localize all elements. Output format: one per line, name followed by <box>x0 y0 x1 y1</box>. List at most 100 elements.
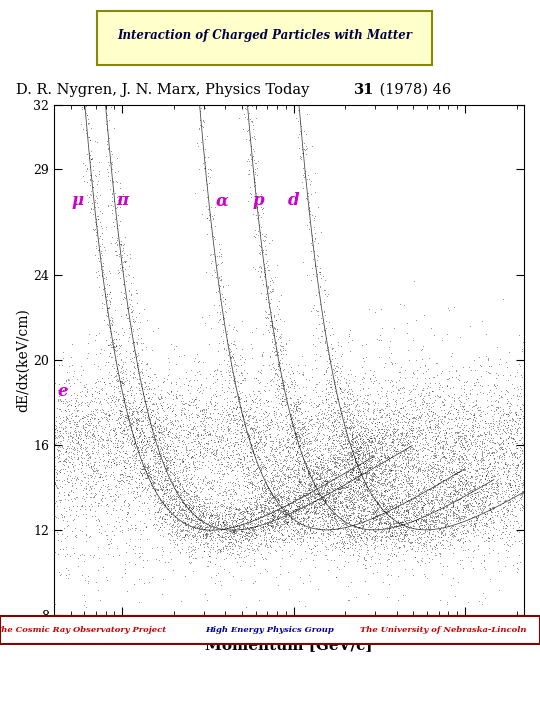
Point <box>236 504 245 516</box>
Point <box>354 57 363 68</box>
Point <box>314 498 322 509</box>
Point <box>404 488 413 500</box>
Point <box>331 498 340 509</box>
Point <box>301 502 309 513</box>
Point <box>512 557 521 569</box>
Point <box>146 473 155 485</box>
Point <box>324 508 333 520</box>
Point <box>373 527 381 539</box>
Point <box>234 548 242 559</box>
Point <box>347 531 355 542</box>
Point <box>370 530 379 541</box>
Point <box>371 424 380 436</box>
Point <box>348 429 356 441</box>
Point <box>343 522 352 534</box>
Point <box>71 57 80 68</box>
Point <box>292 500 300 511</box>
Point <box>292 98 300 109</box>
Point <box>312 412 321 423</box>
Point <box>368 468 376 480</box>
Point <box>452 57 461 68</box>
Point <box>380 57 389 68</box>
Point <box>315 427 324 438</box>
Point <box>302 505 311 517</box>
Point <box>403 57 411 68</box>
Point <box>516 57 525 68</box>
Point <box>471 57 480 68</box>
Point <box>449 498 457 510</box>
Point <box>287 410 296 421</box>
Point <box>454 57 462 68</box>
Point <box>487 472 496 483</box>
Point <box>393 508 402 519</box>
Point <box>431 421 440 433</box>
Point <box>109 495 118 506</box>
Point <box>78 104 87 115</box>
Point <box>298 57 306 68</box>
Point <box>167 498 176 510</box>
Point <box>249 166 258 177</box>
Point <box>303 420 312 432</box>
Point <box>289 396 298 408</box>
Point <box>168 505 177 517</box>
Point <box>138 438 147 449</box>
Point <box>450 475 459 487</box>
Point <box>156 466 164 477</box>
Point <box>151 448 160 459</box>
Point <box>111 175 120 186</box>
Point <box>103 356 112 368</box>
Point <box>238 57 247 68</box>
Point <box>336 57 345 68</box>
Point <box>106 404 115 415</box>
Point <box>287 513 295 524</box>
Point <box>59 432 68 444</box>
Point <box>453 426 462 438</box>
Point <box>410 397 419 408</box>
Point <box>126 252 134 264</box>
Point <box>228 438 237 449</box>
Point <box>409 509 418 521</box>
Point <box>146 415 154 426</box>
Point <box>369 458 378 469</box>
Point <box>172 510 181 521</box>
Point <box>147 406 156 418</box>
Point <box>102 609 111 621</box>
Point <box>144 469 152 481</box>
Point <box>411 495 420 507</box>
Point <box>300 507 308 518</box>
Point <box>132 448 140 459</box>
Point <box>494 555 503 567</box>
Point <box>285 583 293 595</box>
Point <box>402 500 410 512</box>
Point <box>323 517 332 528</box>
Point <box>376 57 384 68</box>
Point <box>178 516 187 528</box>
Point <box>416 460 425 472</box>
Point <box>427 509 436 521</box>
Point <box>315 521 324 532</box>
Point <box>307 57 315 68</box>
Point <box>419 539 428 551</box>
Point <box>474 429 483 441</box>
Point <box>286 57 294 68</box>
Point <box>409 460 417 472</box>
Point <box>498 434 507 446</box>
Point <box>251 466 259 477</box>
Point <box>304 514 313 526</box>
Point <box>349 57 357 68</box>
Point <box>435 464 444 476</box>
Point <box>230 431 239 442</box>
Point <box>377 491 386 503</box>
Point <box>397 462 406 474</box>
Point <box>358 521 367 532</box>
Point <box>164 492 173 503</box>
Point <box>226 408 234 419</box>
Point <box>158 494 167 505</box>
Point <box>295 432 304 444</box>
Point <box>429 485 437 496</box>
Point <box>134 349 143 361</box>
Point <box>229 483 238 495</box>
Point <box>333 336 342 348</box>
Point <box>375 489 384 500</box>
Point <box>268 336 277 348</box>
